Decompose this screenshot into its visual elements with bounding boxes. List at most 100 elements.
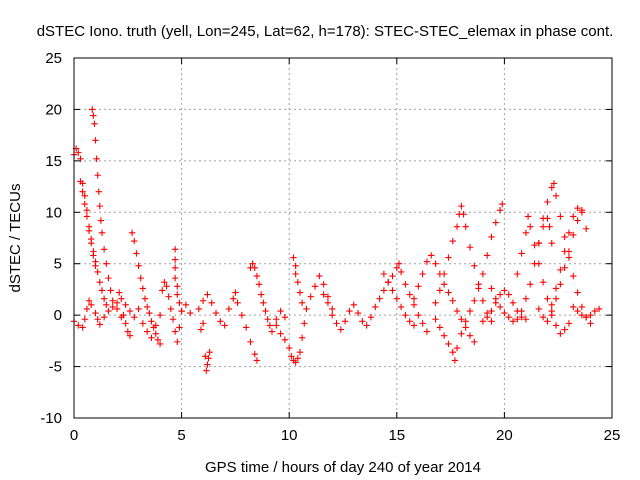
data-point bbox=[109, 297, 116, 304]
data-point bbox=[109, 303, 116, 311]
series-15 bbox=[432, 202, 495, 325]
data-point bbox=[156, 311, 164, 319]
data-point bbox=[92, 262, 99, 269]
data-point bbox=[83, 207, 91, 214]
data-point bbox=[574, 307, 581, 315]
x-tick-label: 0 bbox=[70, 427, 78, 444]
data-point bbox=[591, 307, 598, 315]
data-point bbox=[595, 305, 603, 313]
series-11 bbox=[290, 254, 306, 306]
data-point bbox=[492, 219, 499, 226]
data-point bbox=[496, 207, 504, 214]
data-point bbox=[492, 299, 499, 306]
data-point bbox=[514, 316, 521, 323]
data-point bbox=[93, 155, 100, 162]
data-point bbox=[415, 311, 422, 319]
data-point bbox=[587, 320, 594, 327]
data-point bbox=[527, 223, 534, 230]
data-point bbox=[479, 297, 487, 304]
series-1 bbox=[77, 178, 99, 269]
data-point bbox=[460, 211, 467, 218]
data-point bbox=[277, 307, 284, 315]
data-point bbox=[367, 314, 375, 321]
data-point bbox=[113, 305, 121, 313]
data-point bbox=[462, 324, 469, 331]
data-point bbox=[570, 231, 577, 239]
data-point bbox=[397, 268, 405, 276]
data-point bbox=[372, 303, 379, 311]
data-point bbox=[539, 279, 547, 286]
data-point bbox=[518, 250, 525, 257]
data-point bbox=[552, 295, 560, 302]
data-point bbox=[548, 239, 555, 247]
series-8 bbox=[195, 289, 261, 364]
data-point bbox=[565, 229, 573, 237]
data-point bbox=[488, 233, 495, 241]
data-point bbox=[544, 198, 551, 206]
data-point bbox=[298, 334, 306, 341]
data-point bbox=[524, 213, 532, 220]
data-point bbox=[94, 268, 101, 276]
data-point bbox=[346, 307, 353, 315]
data-point bbox=[128, 229, 136, 237]
data-point bbox=[488, 318, 495, 325]
data-point bbox=[88, 239, 95, 247]
data-point bbox=[96, 202, 104, 210]
data-point bbox=[483, 252, 491, 259]
data-point bbox=[174, 338, 181, 346]
data-point bbox=[251, 264, 258, 272]
data-point bbox=[258, 291, 265, 298]
data-point bbox=[496, 303, 504, 311]
data-point bbox=[154, 336, 162, 344]
y-tick-label: -10 bbox=[40, 410, 62, 427]
data-point bbox=[453, 307, 461, 315]
data-point bbox=[90, 112, 97, 119]
data-point bbox=[303, 305, 310, 313]
data-point bbox=[535, 239, 543, 247]
data-point bbox=[544, 318, 551, 325]
data-point bbox=[359, 318, 366, 325]
data-point bbox=[92, 309, 99, 317]
data-point bbox=[505, 314, 512, 321]
data-point bbox=[204, 361, 211, 368]
data-point bbox=[552, 322, 560, 329]
data-point bbox=[324, 293, 332, 300]
data-point bbox=[466, 332, 474, 339]
data-point bbox=[91, 120, 98, 128]
data-point bbox=[238, 311, 246, 319]
data-point bbox=[100, 295, 108, 302]
data-point bbox=[199, 297, 207, 304]
data-point bbox=[103, 260, 110, 267]
data-point bbox=[146, 309, 153, 317]
data-point bbox=[578, 207, 586, 214]
data-point bbox=[561, 233, 568, 241]
data-point bbox=[522, 295, 530, 302]
data-point bbox=[440, 281, 448, 288]
data-point bbox=[565, 320, 573, 327]
data-point bbox=[232, 289, 239, 296]
data-point bbox=[311, 283, 319, 290]
data-point bbox=[544, 295, 551, 302]
data-point bbox=[301, 320, 308, 327]
data-point bbox=[107, 287, 114, 294]
data-point bbox=[122, 320, 129, 327]
y-tick-label: -5 bbox=[49, 359, 62, 376]
axes: 0 5 10 15 20 25 -10 -5 0 5 10 15 20 25 bbox=[40, 50, 620, 444]
data-point bbox=[428, 252, 435, 259]
data-point bbox=[126, 307, 134, 315]
data-point bbox=[561, 264, 568, 272]
series-10 bbox=[273, 272, 336, 366]
data-point bbox=[135, 262, 142, 269]
data-point bbox=[92, 137, 99, 144]
y-tick-label: 0 bbox=[54, 307, 62, 324]
data-point bbox=[268, 328, 276, 335]
data-point bbox=[539, 215, 547, 222]
data-point bbox=[133, 250, 140, 257]
data-point bbox=[171, 274, 179, 282]
data-point bbox=[415, 283, 422, 290]
data-point bbox=[410, 301, 418, 309]
data-point bbox=[286, 344, 293, 352]
data-point bbox=[445, 289, 452, 296]
data-point bbox=[496, 291, 504, 298]
